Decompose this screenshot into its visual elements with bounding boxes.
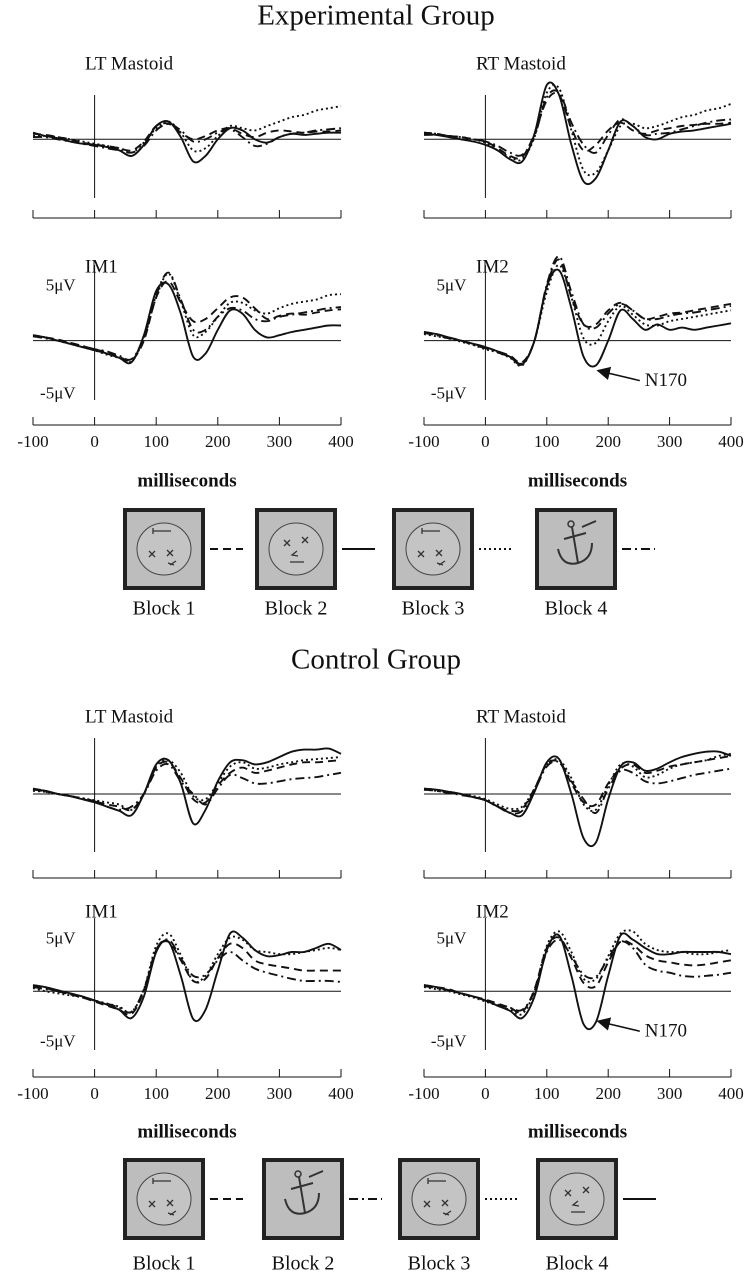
- legend-label: Block 3: [408, 1253, 471, 1275]
- y-tick-label: 5μV: [436, 276, 467, 295]
- x-tick-label: 200: [205, 1084, 231, 1103]
- x-tick-label: -100: [17, 1084, 48, 1103]
- group-title: Control Group: [291, 644, 461, 676]
- x-axis-label: milliseconds: [528, 1121, 627, 1142]
- group-title: Experimental Group: [257, 0, 495, 32]
- erp-line: [424, 256, 731, 364]
- x-tick-label: 300: [267, 1084, 293, 1103]
- erp-line: [424, 761, 731, 813]
- y-tick-label: 5μV: [46, 276, 77, 295]
- legend-label: Block 2: [265, 598, 328, 620]
- panel-title: RT Mastoid: [476, 53, 566, 74]
- stimulus-icon: [269, 523, 323, 575]
- annotation: N170: [645, 1021, 687, 1042]
- x-tick-label: 200: [595, 1084, 621, 1103]
- panel-title: IM2: [476, 256, 509, 277]
- panel-title: LT Mastoid: [85, 53, 174, 74]
- stimulus-icon: [137, 1173, 191, 1225]
- x-tick-label: 400: [718, 432, 744, 451]
- panel-title: LT Mastoid: [85, 706, 174, 727]
- x-tick-label: 200: [595, 432, 621, 451]
- erp-line: [424, 90, 731, 155]
- annotation: N170: [645, 370, 687, 391]
- erp-line: [424, 85, 731, 175]
- y-tick-label: 5μV: [436, 929, 467, 948]
- stimulus-icon: [406, 523, 460, 575]
- erp-line: [424, 270, 731, 367]
- y-tick-label: -5μV: [40, 1032, 76, 1051]
- x-tick-label: 100: [534, 1084, 560, 1103]
- panel-title: IM2: [476, 901, 509, 922]
- erp-line: [424, 756, 731, 811]
- panel-title: IM1: [85, 901, 118, 922]
- face-outline: [269, 523, 323, 575]
- annotation-arrow: [598, 371, 640, 381]
- x-tick-label: 200: [205, 432, 231, 451]
- legend-label: Block 2: [272, 1253, 335, 1275]
- x-tick-label: -100: [408, 1084, 439, 1103]
- stimulus-icon: [550, 1173, 604, 1225]
- legend-label: Block 1: [133, 1253, 196, 1275]
- erp-line: [424, 259, 731, 362]
- annotation-arrow: [598, 1021, 640, 1031]
- face-outline: [550, 1173, 604, 1225]
- legend-label: Block 4: [545, 598, 608, 620]
- erp-line: [33, 274, 341, 363]
- x-tick-label: -100: [17, 432, 48, 451]
- erp-line: [33, 931, 341, 1021]
- x-axis-label: milliseconds: [137, 470, 236, 491]
- y-tick-label: 5μV: [46, 929, 77, 948]
- x-tick-label: -100: [408, 432, 439, 451]
- x-tick-label: 100: [143, 432, 169, 451]
- erp-line: [424, 93, 731, 159]
- x-tick-label: 300: [267, 432, 293, 451]
- x-tick-label: 0: [481, 1084, 490, 1103]
- legend-label: Block 1: [133, 598, 196, 620]
- y-tick-label: -5μV: [431, 384, 467, 403]
- erp-line: [424, 933, 731, 1029]
- figure: Experimental Group LT Mastoid RT Mastoid IM…: [0, 0, 752, 1279]
- erp-line: [33, 748, 341, 824]
- erp-line: [424, 754, 731, 811]
- x-tick-label: 300: [657, 1084, 683, 1103]
- x-axis-label: milliseconds: [528, 470, 627, 491]
- x-tick-label: 0: [90, 432, 99, 451]
- panel-title: IM1: [85, 256, 118, 277]
- x-tick-label: 100: [534, 432, 560, 451]
- y-tick-label: -5μV: [40, 384, 76, 403]
- x-tick-label: 0: [481, 432, 490, 451]
- x-tick-label: 400: [718, 1084, 744, 1103]
- erp-line: [424, 82, 731, 184]
- legend-label: Block 4: [546, 1253, 609, 1275]
- stimulus-icon: [412, 1173, 466, 1225]
- erp-line: [33, 106, 341, 153]
- erp-line: [424, 751, 731, 846]
- x-tick-label: 0: [90, 1084, 99, 1103]
- legend-label: Block 3: [402, 598, 465, 620]
- panel-title: RT Mastoid: [476, 706, 566, 727]
- x-axis-label: milliseconds: [137, 1121, 236, 1142]
- erp-line: [33, 283, 341, 364]
- x-tick-label: 100: [143, 1084, 169, 1103]
- x-tick-label: 400: [328, 1084, 354, 1103]
- x-tick-label: 300: [657, 432, 683, 451]
- y-tick-label: -5μV: [431, 1032, 467, 1051]
- stimulus-icon: [137, 523, 191, 575]
- x-tick-label: 400: [328, 432, 354, 451]
